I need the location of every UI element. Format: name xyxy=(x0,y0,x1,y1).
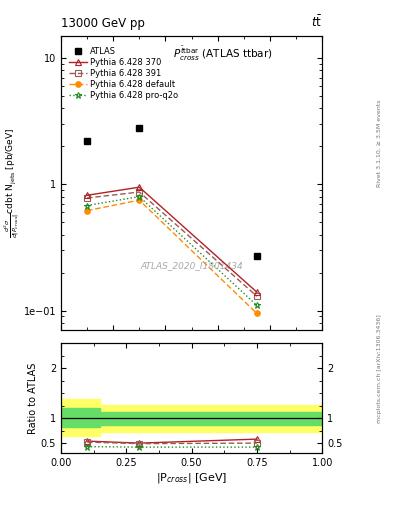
ATLAS xyxy=(255,253,259,259)
Text: Rivet 3.1.10, ≥ 3.5M events: Rivet 3.1.10, ≥ 3.5M events xyxy=(377,100,382,187)
Pythia 6.428 391 xyxy=(85,195,90,201)
Pythia 6.428 default xyxy=(137,197,142,203)
Text: 13000 GeV pp: 13000 GeV pp xyxy=(61,17,145,30)
Pythia 6.428 391 xyxy=(137,189,142,195)
Pythia 6.428 391 xyxy=(255,293,259,300)
Line: ATLAS: ATLAS xyxy=(84,124,261,260)
Text: ATLAS_2020_I1801434: ATLAS_2020_I1801434 xyxy=(140,261,243,270)
Y-axis label: Ratio to ATLAS: Ratio to ATLAS xyxy=(28,362,38,434)
Line: Pythia 6.428 370: Pythia 6.428 370 xyxy=(84,184,260,295)
Line: Pythia 6.428 pro-q2o: Pythia 6.428 pro-q2o xyxy=(84,193,261,309)
Pythia 6.428 pro-q2o xyxy=(255,303,259,309)
Pythia 6.428 370 xyxy=(85,192,90,198)
Text: mcplots.cern.ch [arXiv:1306.3436]: mcplots.cern.ch [arXiv:1306.3436] xyxy=(377,314,382,423)
Text: $P^{\bar{t}\rm tbar}_{cross}$ (ATLAS ttbar): $P^{\bar{t}\rm tbar}_{cross}$ (ATLAS ttb… xyxy=(173,45,273,63)
Line: Pythia 6.428 default: Pythia 6.428 default xyxy=(84,198,260,316)
Pythia 6.428 pro-q2o xyxy=(85,202,90,208)
ATLAS xyxy=(137,125,142,131)
Pythia 6.428 default xyxy=(255,310,259,316)
Pythia 6.428 370 xyxy=(137,184,142,190)
Line: Pythia 6.428 391: Pythia 6.428 391 xyxy=(84,189,260,299)
ATLAS xyxy=(85,138,90,144)
Legend: ATLAS, Pythia 6.428 370, Pythia 6.428 391, Pythia 6.428 default, Pythia 6.428 pr: ATLAS, Pythia 6.428 370, Pythia 6.428 39… xyxy=(68,46,179,101)
Pythia 6.428 default xyxy=(85,207,90,214)
Pythia 6.428 370 xyxy=(255,289,259,295)
Pythia 6.428 pro-q2o xyxy=(137,194,142,200)
X-axis label: |P$_{cross}$| [GeV]: |P$_{cross}$| [GeV] xyxy=(156,471,227,485)
Y-axis label: $\frac{d^2\sigma}{d|P_{cross}|}$cdbt N$_{\rm jets}$ [pb/GeV]: $\frac{d^2\sigma}{d|P_{cross}|}$cdbt N$_… xyxy=(3,128,22,238)
Text: t$\bar{\rm t}$: t$\bar{\rm t}$ xyxy=(311,14,322,30)
